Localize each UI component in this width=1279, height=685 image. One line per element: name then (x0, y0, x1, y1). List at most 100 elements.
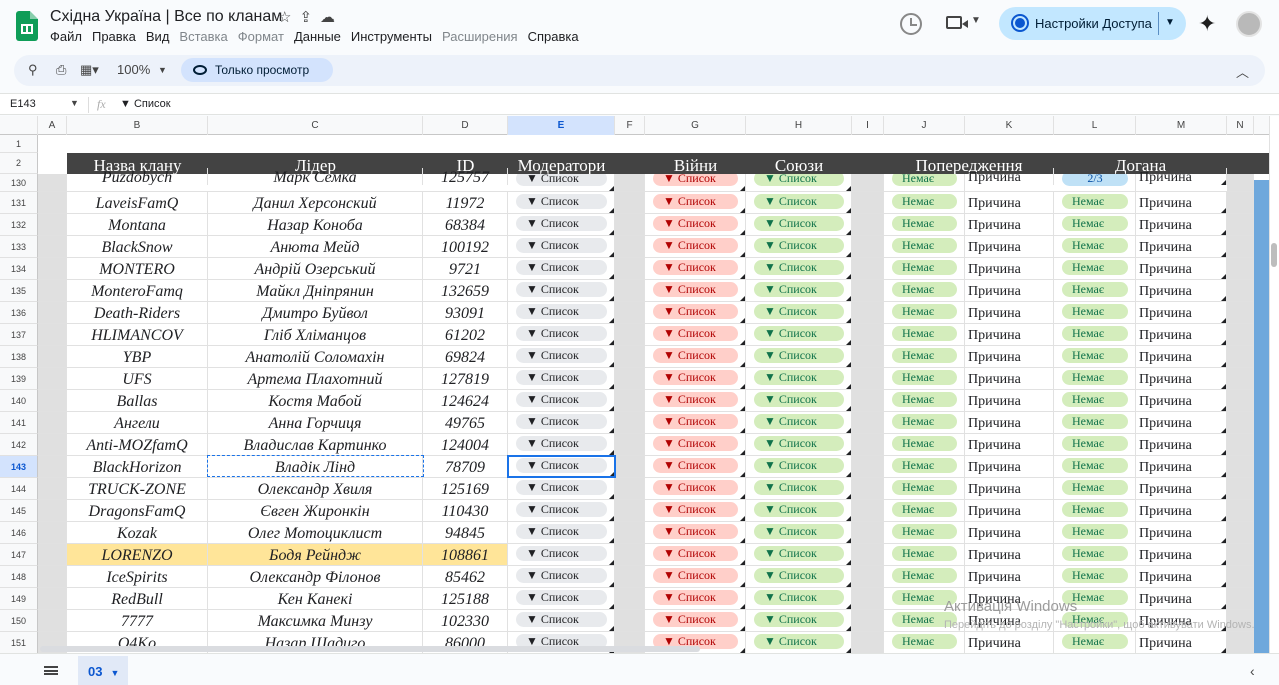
cell-f[interactable] (615, 610, 645, 631)
cell-leader[interactable]: Артема Плахотний (208, 368, 423, 389)
cell-warning-status[interactable]: Немає (884, 174, 965, 191)
cell-warning-status[interactable]: Немає (884, 456, 965, 477)
cell-reprimand-status[interactable]: Немає (1054, 610, 1136, 631)
cell-i[interactable] (852, 390, 884, 411)
reprimand-status-chip[interactable]: Немає (1062, 480, 1128, 495)
cell-f[interactable] (615, 544, 645, 565)
cell-n[interactable] (1227, 412, 1254, 433)
row-header[interactable]: 148 (0, 566, 38, 588)
cell-clan-name[interactable]: UFS (67, 368, 208, 389)
cell-clan-name[interactable]: BlackSnow (67, 236, 208, 257)
warning-status-chip[interactable]: Немає (892, 304, 957, 319)
cell-allies[interactable]: ▼ Список (746, 236, 852, 257)
column-header-n[interactable]: N (1227, 116, 1254, 135)
cell-a[interactable] (38, 174, 67, 191)
cell-allies[interactable]: ▼ Список (746, 522, 852, 543)
reprimand-status-chip[interactable]: Немає (1062, 436, 1128, 451)
cell-f[interactable] (615, 500, 645, 521)
cell-reprimand-status[interactable]: 2/3 (1054, 174, 1136, 191)
cell-wars[interactable]: ▼ Список (645, 302, 746, 323)
allies-dropdown-chip[interactable]: ▼ Список (754, 392, 844, 407)
cell-a[interactable] (38, 280, 67, 301)
reprimand-status-chip[interactable]: Немає (1062, 414, 1128, 429)
cell-warning-reason[interactable]: Причина (965, 610, 1054, 631)
cell-reprimand-reason[interactable]: Причина (1136, 456, 1227, 477)
share-dropdown-icon[interactable]: ▼ (1165, 17, 1175, 28)
row-header[interactable]: 136 (0, 302, 38, 324)
reprimand-status-chip[interactable]: Немає (1062, 502, 1128, 517)
cell-a[interactable] (38, 500, 67, 521)
cell-warning-reason[interactable]: Причина (965, 214, 1054, 235)
moderators-dropdown-chip[interactable]: ▼ Список (516, 174, 607, 186)
allies-dropdown-chip[interactable]: ▼ Список (754, 216, 844, 231)
cell-leader[interactable]: Майкл Дніпрянин (208, 280, 423, 301)
cell-warning-reason[interactable]: Причина (965, 632, 1054, 653)
cell-warning-reason[interactable]: Причина (965, 544, 1054, 565)
horizontal-scrollbar[interactable] (40, 646, 700, 652)
cell-reprimand-reason[interactable]: Причина (1136, 412, 1227, 433)
cell-n[interactable] (1227, 500, 1254, 521)
version-history-icon[interactable] (900, 13, 922, 35)
cell-warning-reason[interactable]: Причина (965, 588, 1054, 609)
cell-leader[interactable]: Назар Коноба (208, 214, 423, 235)
cell-i[interactable] (852, 632, 884, 653)
cell-allies[interactable]: ▼ Список (746, 214, 852, 235)
explore-chevron-icon[interactable]: ‹ (1250, 663, 1255, 679)
cell-f[interactable] (615, 236, 645, 257)
moderators-dropdown-chip[interactable]: ▼ Список (516, 568, 607, 583)
reprimand-status-chip[interactable]: Немає (1062, 194, 1128, 209)
cell-wars[interactable]: ▼ Список (645, 258, 746, 279)
moderators-dropdown-chip[interactable]: ▼ Список (516, 326, 607, 341)
cell-reprimand-status[interactable]: Немає (1054, 412, 1136, 433)
cell-wars[interactable]: ▼ Список (645, 434, 746, 455)
cell-warning-reason[interactable]: Причина (965, 236, 1054, 257)
moderators-dropdown-chip[interactable]: ▼ Список (516, 546, 607, 561)
cell-reprimand-reason[interactable]: Причина (1136, 632, 1227, 653)
cell-warning-reason[interactable]: Причина (965, 390, 1054, 411)
cell-i[interactable] (852, 324, 884, 345)
warning-status-chip[interactable]: Немає (892, 216, 957, 231)
cell-wars[interactable]: ▼ Список (645, 478, 746, 499)
cell-warning-status[interactable]: Немає (884, 214, 965, 235)
cell-moderators[interactable]: ▼ Список (508, 192, 615, 213)
allies-dropdown-chip[interactable]: ▼ Список (754, 612, 844, 627)
allies-dropdown-chip[interactable]: ▼ Список (754, 174, 844, 186)
cell-id[interactable]: 127819 (423, 368, 508, 389)
cell-clan-name[interactable]: Puzdobych (67, 168, 208, 185)
cell-f[interactable] (615, 346, 645, 367)
share-button[interactable]: Настройки Доступа ▼ (999, 7, 1186, 40)
cell-reprimand-reason[interactable]: Причина (1136, 368, 1227, 389)
cell-i[interactable] (852, 500, 884, 521)
warning-status-chip[interactable]: Немає (892, 282, 957, 297)
cell-reprimand-status[interactable]: Немає (1054, 500, 1136, 521)
allies-dropdown-chip[interactable]: ▼ Список (754, 238, 844, 253)
cell-moderators[interactable]: ▼ Список (508, 522, 615, 543)
allies-dropdown-chip[interactable]: ▼ Список (754, 304, 844, 319)
cell-n[interactable] (1227, 434, 1254, 455)
cell-i[interactable] (852, 174, 884, 191)
allies-dropdown-chip[interactable]: ▼ Список (754, 546, 844, 561)
cell-n[interactable] (1227, 456, 1254, 477)
sheets-logo-icon[interactable] (16, 11, 38, 41)
wars-dropdown-chip[interactable]: ▼ Список (653, 546, 738, 561)
moderators-dropdown-chip[interactable]: ▼ Список (516, 590, 607, 605)
cell-warning-reason[interactable]: Причина (965, 302, 1054, 323)
cell-i[interactable] (852, 412, 884, 433)
cell-id[interactable]: 125188 (423, 588, 508, 609)
cell-warning-status[interactable]: Немає (884, 302, 965, 323)
cell-allies[interactable]: ▼ Список (746, 412, 852, 433)
name-box[interactable]: E143 (10, 98, 36, 110)
cell-reprimand-reason[interactable]: Причина (1136, 280, 1227, 301)
cell-reprimand-reason[interactable]: Причина (1136, 214, 1227, 235)
cell-i[interactable] (852, 302, 884, 323)
wars-dropdown-chip[interactable]: ▼ Список (653, 634, 738, 649)
cell-reprimand-status[interactable]: Немає (1054, 390, 1136, 411)
warning-status-chip[interactable]: Немає (892, 502, 957, 517)
cell-wars[interactable]: ▼ Список (645, 214, 746, 235)
formula-input[interactable]: ▼ Список (120, 98, 171, 110)
reprimand-status-chip[interactable]: Немає (1062, 370, 1128, 385)
allies-dropdown-chip[interactable]: ▼ Список (754, 414, 844, 429)
cell-clan-name[interactable]: Ballas (67, 390, 208, 411)
moderators-dropdown-chip[interactable]: ▼ Список (516, 238, 607, 253)
cell-id[interactable]: 85462 (423, 566, 508, 587)
